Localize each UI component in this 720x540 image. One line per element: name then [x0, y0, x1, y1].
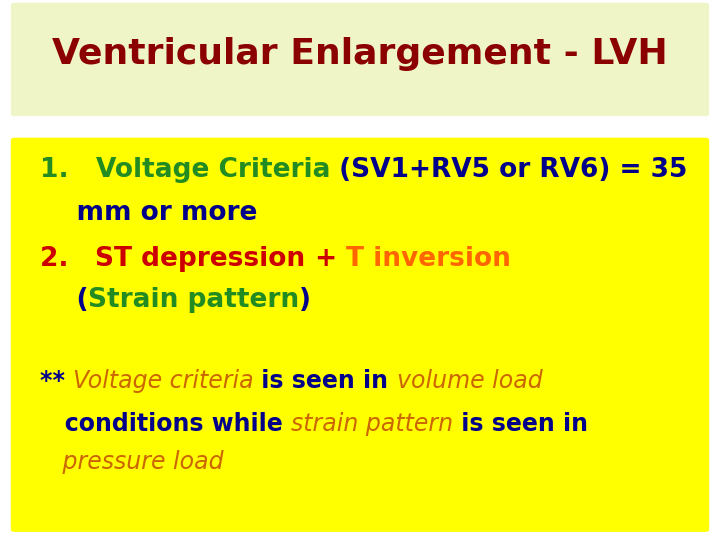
Text: Ventricular Enlargement - LVH: Ventricular Enlargement - LVH [52, 37, 668, 71]
Text: conditions while: conditions while [40, 412, 291, 436]
Text: +: + [305, 246, 346, 272]
Text: mm or more: mm or more [40, 200, 257, 226]
Text: ): ) [300, 287, 311, 313]
FancyBboxPatch shape [11, 138, 709, 532]
FancyBboxPatch shape [11, 3, 709, 116]
Text: (: ( [40, 287, 88, 313]
Text: volume load: volume load [397, 369, 542, 393]
Text: pressure load: pressure load [40, 450, 223, 474]
Text: is seen in: is seen in [253, 369, 397, 393]
Text: Strain pattern: Strain pattern [88, 287, 300, 313]
Text: strain pattern: strain pattern [291, 412, 453, 436]
Text: **: ** [40, 369, 73, 393]
Text: Voltage Criteria: Voltage Criteria [96, 157, 330, 183]
Text: is seen in: is seen in [453, 412, 588, 436]
Text: T inversion: T inversion [346, 246, 510, 272]
Text: 2.: 2. [40, 246, 96, 272]
Text: Voltage criteria: Voltage criteria [73, 369, 253, 393]
Text: ST depression: ST depression [96, 246, 305, 272]
Text: (SV1+RV5 or RV6) = 35: (SV1+RV5 or RV6) = 35 [330, 157, 688, 183]
Text: 1.: 1. [40, 157, 96, 183]
